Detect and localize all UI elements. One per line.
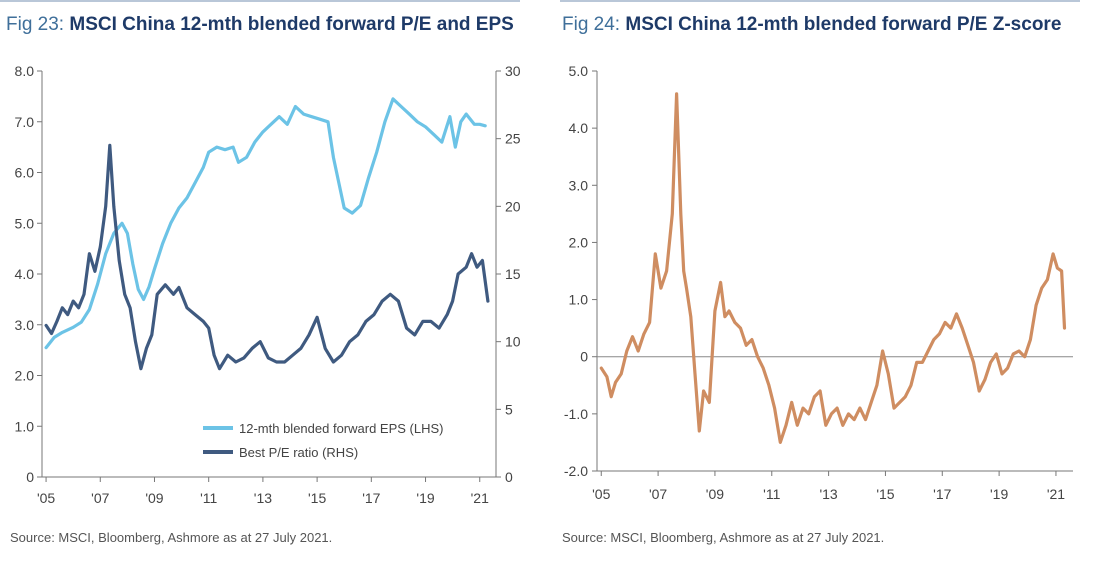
y-tick-label: -2.0 [564, 463, 588, 479]
left-y-tick-label: 5.0 [15, 215, 35, 231]
pe-series-line [44, 143, 490, 371]
x-tick-label: '07 [91, 490, 109, 506]
fig23-source: Source: MSCI, Bloomberg, Ashmore as at 2… [10, 530, 333, 545]
fig24-title: Fig 24: MSCI China 12-mth blended forwar… [562, 14, 1061, 36]
fig24-number: Fig 24: [562, 14, 621, 35]
left-y-tick-label: 8.0 [15, 63, 35, 79]
left-y-tick-label: 1.0 [15, 418, 35, 434]
left-y-tick-label: 6.0 [15, 165, 35, 181]
left-y-tick-label: 7.0 [15, 114, 35, 130]
fig24-top-rule [560, 0, 1080, 2]
right-y-tick-label: 15 [505, 266, 521, 282]
x-tick-label: '07 [649, 486, 667, 502]
right-y-tick-label: 10 [505, 334, 521, 350]
y-tick-label: -1.0 [564, 406, 588, 422]
legend-eps-label: 12-mth blended forward EPS (LHS) [239, 421, 443, 436]
x-tick-label: '19 [990, 486, 1008, 502]
x-tick-label: '19 [416, 490, 434, 506]
right-y-tick-label: 0 [505, 469, 513, 485]
y-tick-label: 1.0 [569, 292, 589, 308]
x-tick-label: '05 [37, 490, 55, 506]
right-y-tick-label: 25 [505, 131, 521, 147]
y-tick-label: 4.0 [569, 120, 589, 136]
right-y-tick-label: 20 [505, 198, 521, 214]
x-tick-label: '11 [763, 486, 780, 502]
fig23-title-text: MSCI China 12-mth blended forward P/E an… [69, 14, 514, 35]
x-tick-label: '21 [1047, 486, 1065, 502]
right-y-tick-label: 30 [505, 63, 521, 79]
fig23-chart: 0 1.0 2.0 3.0 4.0 5.0 6.0 7.0 8.0 0 5 10 15 20 25 30 '05… [15, 63, 521, 506]
fig24-title-text: MSCI China 12-mth blended forward P/E Z-… [625, 14, 1062, 35]
y-tick-label: 3.0 [569, 177, 589, 193]
right-y-tick-label: 5 [505, 401, 513, 417]
left-y-tick-label: 2.0 [15, 368, 35, 384]
x-tick-label: '13 [254, 490, 272, 506]
x-tick-label: '15 [308, 490, 326, 506]
fig23-top-rule [0, 0, 520, 2]
x-tick-label: '09 [706, 486, 724, 502]
x-tick-label: '05 [592, 486, 610, 502]
x-tick-label: '21 [471, 490, 489, 506]
eps-series-line [44, 97, 487, 350]
zscore-series-line [599, 92, 1067, 444]
legend-pe-label: Best P/E ratio (RHS) [239, 445, 358, 460]
x-tick-label: '13 [819, 486, 837, 502]
y-tick-label: 5.0 [569, 63, 589, 79]
x-tick-label: '17 [362, 490, 380, 506]
fig24-source: Source: MSCI, Bloomberg, Ashmore as at 2… [562, 530, 885, 545]
y-tick-label: 0 [580, 349, 588, 365]
x-tick-label: '17 [933, 486, 951, 502]
x-tick-label: '09 [145, 490, 163, 506]
left-y-tick-label: 4.0 [15, 266, 35, 282]
x-tick-label: '11 [200, 490, 217, 506]
fig23-title: Fig 23: MSCI China 12-mth blended forwar… [6, 14, 514, 36]
left-y-tick-label: 3.0 [15, 317, 35, 333]
fig23-number: Fig 23: [6, 14, 65, 35]
y-tick-label: 2.0 [569, 234, 589, 250]
x-tick-label: '15 [876, 486, 894, 502]
left-y-tick-label: 0 [26, 469, 34, 485]
